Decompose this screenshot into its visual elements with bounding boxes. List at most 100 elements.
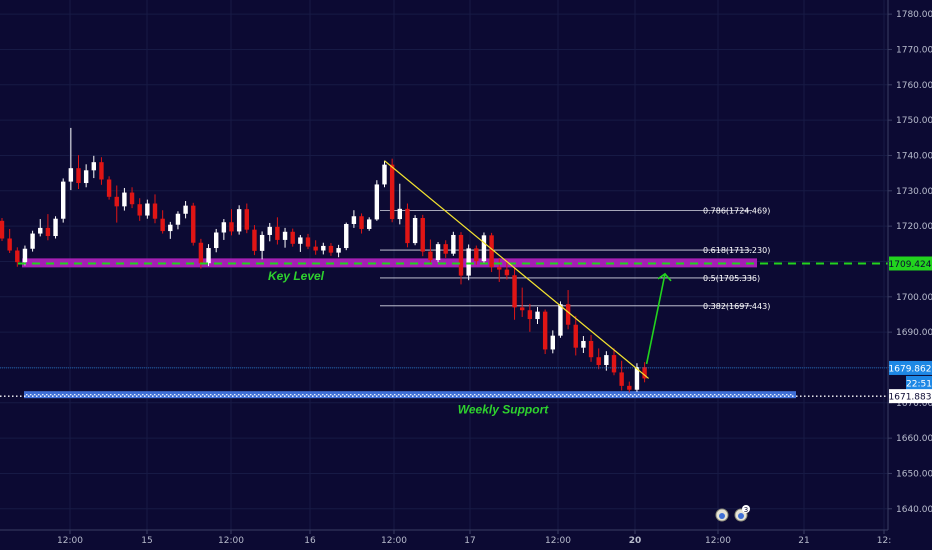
candle [290, 228, 295, 247]
candle [466, 244, 471, 281]
candle [129, 187, 135, 209]
candle-body [30, 233, 35, 249]
low-level-price-tag[interactable]: 1671.883 [889, 389, 932, 404]
candle-body [573, 324, 578, 348]
candle-body [435, 244, 441, 261]
drawings[interactable] [0, 160, 888, 397]
candle-body [0, 220, 5, 239]
candle [581, 336, 586, 353]
price-tick-label: 1670.000 [896, 399, 932, 409]
event-badge-group[interactable]: 3 [734, 505, 750, 522]
candle-body [290, 231, 295, 244]
candle [565, 290, 571, 330]
time-tick-label: 12:00 [381, 536, 407, 546]
candle [458, 232, 464, 285]
zones[interactable]: Key Level Weekly Support [22, 258, 796, 417]
candle [542, 309, 548, 355]
candle [321, 242, 326, 255]
projection-arrow-shaft[interactable] [645, 273, 666, 365]
candle-body [244, 209, 249, 230]
candle-body [382, 164, 387, 185]
time-tick-label: 15 [141, 536, 152, 546]
candle [497, 257, 502, 282]
price-tick-label: 1660.000 [896, 434, 932, 444]
candle-body [53, 218, 58, 237]
candle-body [191, 205, 196, 243]
fib-level-label: 0.382(1697.443) [703, 302, 770, 311]
candle [221, 219, 227, 240]
candle [573, 315, 578, 356]
current-price-tag-text: 1679.862 [889, 364, 932, 374]
candle [22, 245, 28, 266]
candle [229, 209, 234, 236]
candle-body [619, 372, 624, 386]
current-price-tag-bg [889, 360, 932, 375]
candle [527, 303, 533, 332]
event-badges[interactable]: 3 [715, 505, 750, 522]
candle-body [336, 248, 341, 253]
candle [535, 307, 540, 325]
candle-body [61, 181, 66, 219]
key-level-price-tag[interactable]: 1709.424 [889, 256, 932, 271]
candle-body [428, 251, 433, 261]
candle-body [588, 340, 594, 358]
candle-body [168, 224, 173, 232]
candle-body [581, 340, 586, 348]
countdown-tag-text: 22:51 [906, 379, 932, 389]
candle [114, 185, 119, 223]
candle-body [627, 385, 632, 390]
candle [83, 164, 89, 188]
price-axis[interactable]: 1780.000 1770.000 1760.000 1750.000 1740.000… [887, 0, 932, 530]
candle [420, 214, 425, 257]
candle-body [359, 216, 364, 229]
candle [344, 222, 349, 251]
candle [152, 194, 158, 224]
candle [160, 210, 165, 234]
countdown-tag[interactable]: 22:51 [906, 375, 932, 390]
candle [175, 211, 181, 230]
candle [106, 176, 112, 200]
candle [596, 348, 601, 370]
candle [604, 351, 609, 371]
candle [389, 158, 395, 223]
event-badge[interactable] [715, 508, 729, 522]
candle-body [512, 275, 517, 308]
time-tick-label: 21 [798, 536, 809, 546]
candle [405, 203, 410, 248]
event-badge-count-bg [742, 505, 750, 513]
candle [259, 231, 265, 260]
candle-body [267, 226, 272, 235]
candle-body [474, 248, 479, 262]
key-level-price-tag-bg [889, 256, 932, 271]
candle [627, 381, 632, 393]
trendline[interactable] [384, 160, 649, 379]
price-tick-label: 1780.000 [896, 10, 932, 20]
price-tick-label: 1760.000 [896, 81, 932, 91]
time-axis[interactable]: 12:00 15 12:00 16 12:00 17 12:00 20 12:00 21 12: [0, 529, 891, 546]
time-tick-label: 16 [304, 536, 316, 546]
candle-body [99, 162, 104, 180]
candle [236, 205, 242, 235]
candle [61, 178, 66, 223]
candle-body [298, 237, 303, 244]
candle-body [76, 168, 81, 184]
candle [206, 244, 211, 267]
time-tick-label: 17 [464, 536, 475, 546]
candle-body [344, 224, 349, 249]
candle-body [305, 237, 311, 247]
time-tick-label: 20 [629, 536, 642, 546]
time-tick-label: 12:00 [545, 536, 571, 546]
candle [351, 210, 357, 228]
price-tick-label: 1700.000 [896, 293, 932, 303]
candle-body [596, 357, 601, 365]
candle-body [412, 218, 418, 244]
candle-body [504, 269, 510, 276]
candle [7, 228, 12, 253]
key-level-price-tag-text: 1709.424 [889, 260, 932, 270]
projection-arrow-head[interactable] [657, 272, 672, 282]
time-tick-label: 12:00 [705, 536, 731, 546]
current-price-tag[interactable]: 1679.862 [889, 360, 932, 375]
candle [168, 221, 173, 239]
